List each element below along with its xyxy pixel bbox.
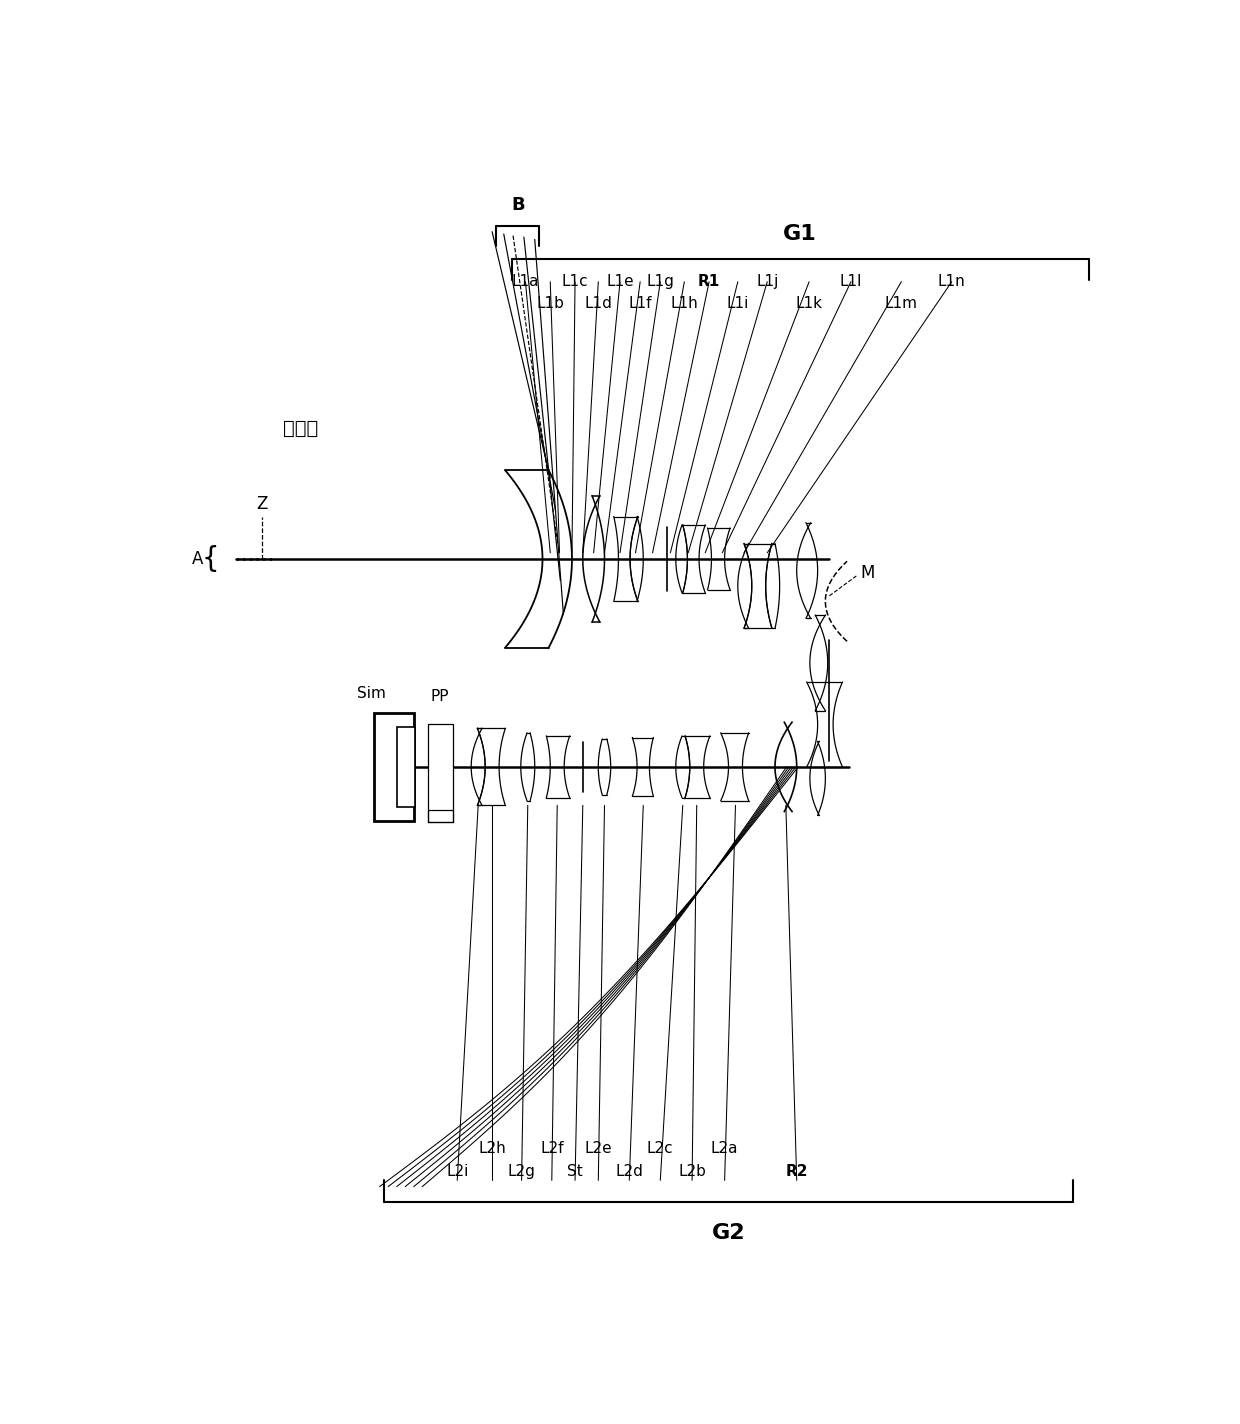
Text: G1: G1 (784, 224, 817, 244)
Text: L1d: L1d (584, 296, 613, 310)
Text: L2a: L2a (711, 1141, 738, 1155)
Bar (428, 723, 453, 810)
Text: L1c: L1c (562, 275, 588, 289)
Text: L1f: L1f (629, 296, 652, 310)
Text: L2i: L2i (446, 1163, 469, 1179)
Text: L2c: L2c (647, 1141, 673, 1155)
Text: L1i: L1i (727, 296, 749, 310)
Text: L1j: L1j (756, 275, 779, 289)
Text: L2d: L2d (615, 1163, 644, 1179)
Text: L1l: L1l (839, 275, 862, 289)
Text: L1h: L1h (671, 296, 698, 310)
Text: L2e: L2e (584, 1141, 613, 1155)
Text: L2f: L2f (541, 1141, 563, 1155)
Text: L2h: L2h (479, 1141, 506, 1155)
Text: L1a: L1a (512, 275, 539, 289)
Text: L1k: L1k (796, 296, 822, 310)
Text: R1: R1 (698, 275, 720, 289)
Text: PP: PP (432, 689, 449, 703)
Text: B: B (511, 195, 525, 214)
Text: 广角端: 广角端 (283, 419, 319, 437)
Bar (397, 726, 415, 807)
Text: Z: Z (257, 494, 268, 513)
Text: L1e: L1e (606, 275, 634, 289)
Text: L1g: L1g (646, 275, 675, 289)
Text: L2g: L2g (507, 1163, 536, 1179)
Text: L1m: L1m (885, 296, 918, 310)
Text: G2: G2 (712, 1223, 745, 1243)
Text: Sim: Sim (357, 686, 386, 701)
Text: A: A (192, 550, 203, 568)
Text: L2b: L2b (678, 1163, 706, 1179)
Text: {: { (202, 545, 219, 572)
Bar (373, 713, 414, 820)
Text: St: St (567, 1163, 583, 1179)
Text: R2: R2 (785, 1163, 808, 1179)
Text: L1b: L1b (537, 296, 564, 310)
Text: M: M (861, 564, 874, 582)
Text: L1n: L1n (937, 275, 966, 289)
